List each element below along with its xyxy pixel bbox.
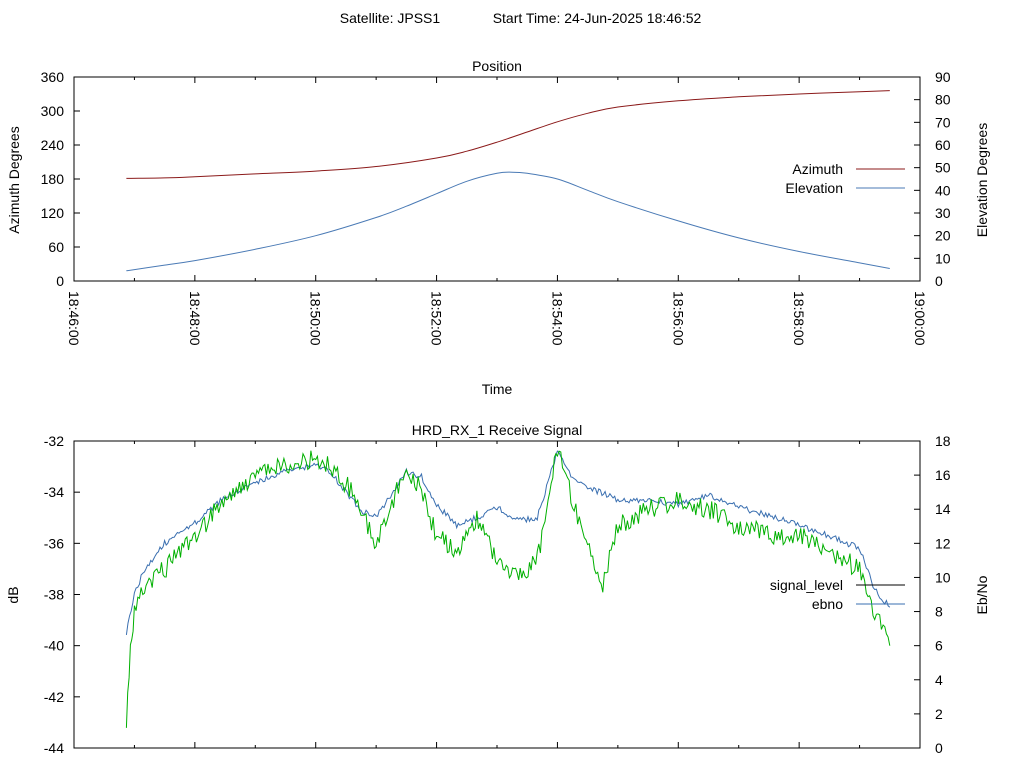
position-y2-tick-label: 0 (935, 273, 943, 289)
position-y2-tick-label: 90 (935, 69, 951, 85)
position-y2-tick-label: 30 (935, 205, 951, 221)
position-y-tick-label: 240 (41, 137, 65, 153)
signal-y-tick-label: -36 (44, 535, 64, 551)
position-y-tick-label: 0 (56, 273, 64, 289)
signal-y-tick-label: -38 (44, 587, 64, 603)
signal-series-signal-level-line (125, 450, 891, 635)
signal-y2-tick-label: 2 (935, 706, 943, 722)
signal-legend-label: signal_level (770, 577, 843, 593)
position-y-tick-label: 360 (41, 69, 65, 85)
signal-y2-tick-label: 4 (935, 672, 943, 688)
signal-y2-tick-label: 12 (935, 535, 951, 551)
receive-signal-chart: HRD_RX_1 Receive Signal dB Eb/No -44 -42 -… (5, 422, 990, 756)
position-y2-tick-label: 80 (935, 92, 951, 108)
satellite-label: Satellite: JPSS1 (340, 10, 441, 26)
position-y2-tick-label: 60 (935, 137, 951, 153)
position-y2-tick-label: 10 (935, 250, 951, 266)
signal-y2-tick-label: 18 (935, 433, 951, 449)
position-legend-label: Elevation (785, 180, 843, 196)
position-x-tick-label: 19:00:00 (912, 291, 928, 346)
position-x-tick-label: 18:52:00 (429, 291, 445, 346)
position-x-tick-label: 18:58:00 (791, 291, 807, 346)
start-time-label: Start Time: 24-Jun-2025 18:46:52 (493, 10, 702, 26)
signal-plot-frame (73, 440, 921, 749)
signal-y-tick-label: -40 (44, 638, 64, 654)
position-x-tick-label: 18:48:00 (187, 291, 203, 346)
signal-y2-tick-label: 10 (935, 569, 951, 585)
signal-legend-label: ebno (812, 596, 843, 612)
db-axis-label: dB (5, 586, 21, 603)
position-chart: Position Time Azimuth Degrees Elevation … (6, 58, 990, 397)
azimuth-axis-label: Azimuth Degrees (6, 126, 22, 233)
signal-series-ebno-line (125, 450, 891, 728)
signal-y2-tick-label: 0 (935, 740, 943, 756)
signal-y2-tick-label: 8 (935, 604, 943, 620)
position-x-tick-label: 18:54:00 (549, 291, 565, 346)
position-legend-label: Azimuth (792, 161, 843, 177)
signal-y2-tick-label: 14 (935, 501, 951, 517)
position-y-tick-label: 300 (41, 103, 65, 119)
position-y2-tick-label: 20 (935, 228, 951, 244)
signal-y2-tick-label: 6 (935, 638, 943, 654)
position-series-Elevation-line (126, 171, 890, 272)
signal-y2-tick-label: 16 (935, 467, 951, 483)
position-series-Azimuth-line (126, 90, 890, 179)
signal-y-tick-label: -34 (44, 484, 64, 500)
position-y2-tick-label: 50 (935, 160, 951, 176)
signal-y-tick-label: -42 (44, 689, 64, 705)
position-x-tick-label: 18:46:00 (66, 291, 82, 346)
position-y-tick-label: 60 (48, 239, 64, 255)
position-chart-title: Position (472, 58, 522, 74)
position-x-tick-label: 18:50:00 (308, 291, 324, 346)
position-y-tick-label: 180 (41, 171, 65, 187)
signal-y-tick-label: -32 (44, 433, 64, 449)
position-y-tick-label: 120 (41, 205, 65, 221)
signal-y-tick-label: -44 (44, 740, 64, 756)
elevation-axis-label: Elevation Degrees (974, 123, 990, 237)
position-y2-tick-label: 70 (935, 114, 951, 130)
position-y2-tick-label: 40 (935, 182, 951, 198)
position-x-tick-label: 18:56:00 (670, 291, 686, 346)
receive-signal-chart-title: HRD_RX_1 Receive Signal (412, 422, 582, 438)
position-x-axis-label: Time (482, 381, 513, 397)
ebno-axis-label: Eb/No (974, 575, 990, 614)
